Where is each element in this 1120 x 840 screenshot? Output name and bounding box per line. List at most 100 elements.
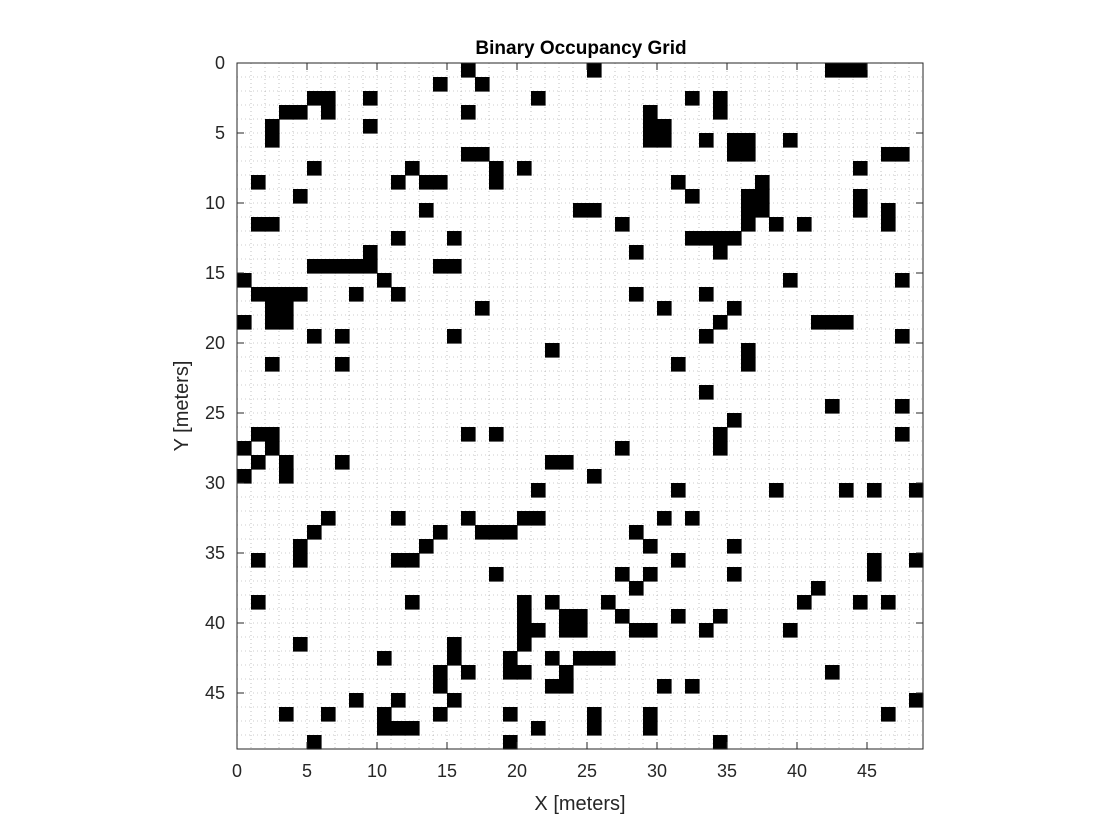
occupied-cell bbox=[293, 553, 308, 568]
occupied-cell bbox=[265, 357, 280, 372]
occupied-cell bbox=[517, 609, 532, 624]
occupied-cell bbox=[279, 455, 294, 470]
y-tick-label: 20 bbox=[205, 333, 225, 353]
occupied-cell bbox=[783, 623, 798, 638]
occupied-cell bbox=[657, 119, 672, 134]
occupied-cell bbox=[601, 651, 616, 666]
y-tick-label: 10 bbox=[205, 193, 225, 213]
occupied-cell bbox=[377, 707, 392, 722]
occupied-cell bbox=[265, 287, 280, 302]
occupied-cell bbox=[881, 203, 896, 218]
occupied-cell bbox=[643, 105, 658, 120]
occupied-cell bbox=[251, 217, 266, 232]
occupied-cell bbox=[531, 721, 546, 736]
occupied-cell bbox=[489, 525, 504, 540]
occupied-cell bbox=[657, 301, 672, 316]
occupied-cell bbox=[727, 567, 742, 582]
y-tick-label: 35 bbox=[205, 543, 225, 563]
x-tick-label: 15 bbox=[437, 761, 457, 781]
occupied-cells bbox=[237, 63, 924, 750]
occupied-cell bbox=[433, 665, 448, 680]
occupied-cell bbox=[741, 203, 756, 218]
occupied-cell bbox=[839, 63, 854, 78]
occupied-cell bbox=[251, 287, 266, 302]
x-tick-label: 10 bbox=[367, 761, 387, 781]
occupied-cell bbox=[237, 315, 252, 330]
occupied-cell bbox=[629, 525, 644, 540]
occupied-cell bbox=[629, 581, 644, 596]
occupied-cell bbox=[545, 343, 560, 358]
occupied-cell bbox=[265, 301, 280, 316]
occupied-cell bbox=[363, 245, 378, 260]
occupied-cell bbox=[895, 273, 910, 288]
occupied-cell bbox=[391, 553, 406, 568]
occupied-cell bbox=[825, 315, 840, 330]
occupied-cell bbox=[713, 231, 728, 246]
occupied-cell bbox=[643, 623, 658, 638]
occupied-cell bbox=[251, 553, 266, 568]
occupied-cell bbox=[447, 637, 462, 652]
occupied-cell bbox=[349, 693, 364, 708]
occupied-cell bbox=[699, 133, 714, 148]
occupied-cell bbox=[517, 511, 532, 526]
occupied-cell bbox=[909, 483, 924, 498]
occupied-cell bbox=[671, 553, 686, 568]
occupied-cell bbox=[657, 133, 672, 148]
occupied-cell bbox=[825, 665, 840, 680]
occupied-cell bbox=[391, 231, 406, 246]
occupied-cell bbox=[265, 441, 280, 456]
occupied-cell bbox=[685, 511, 700, 526]
occupied-cell bbox=[321, 91, 336, 106]
occupied-cell bbox=[433, 679, 448, 694]
occupied-cell bbox=[489, 567, 504, 582]
x-tick-label: 25 bbox=[577, 761, 597, 781]
occupied-cell bbox=[363, 119, 378, 134]
occupied-cell bbox=[713, 427, 728, 442]
occupied-cell bbox=[475, 147, 490, 162]
occupied-cell bbox=[503, 665, 518, 680]
occupied-cell bbox=[293, 539, 308, 554]
occupied-cell bbox=[657, 679, 672, 694]
occupied-cell bbox=[643, 567, 658, 582]
occupied-cell bbox=[335, 455, 350, 470]
occupied-cell bbox=[405, 595, 420, 610]
occupied-cell bbox=[503, 735, 518, 750]
occupied-cell bbox=[447, 259, 462, 274]
occupied-cell bbox=[769, 217, 784, 232]
occupied-cell bbox=[839, 483, 854, 498]
occupied-cell bbox=[433, 707, 448, 722]
occupied-cell bbox=[741, 343, 756, 358]
occupied-cell bbox=[349, 259, 364, 274]
occupied-cell bbox=[265, 119, 280, 134]
occupied-cell bbox=[433, 259, 448, 274]
occupied-cell bbox=[475, 525, 490, 540]
occupied-cell bbox=[713, 441, 728, 456]
occupied-cell bbox=[279, 105, 294, 120]
occupied-cell bbox=[531, 91, 546, 106]
occupied-cell bbox=[713, 245, 728, 260]
occupied-cell bbox=[545, 455, 560, 470]
occupied-cell bbox=[629, 623, 644, 638]
occupied-cell bbox=[447, 231, 462, 246]
occupied-cell bbox=[251, 427, 266, 442]
occupied-cell bbox=[685, 189, 700, 204]
occupied-cell bbox=[811, 581, 826, 596]
occupied-cell bbox=[881, 147, 896, 162]
occupied-cell bbox=[699, 329, 714, 344]
occupied-cell bbox=[545, 595, 560, 610]
occupied-cell bbox=[629, 245, 644, 260]
x-tick-label: 20 bbox=[507, 761, 527, 781]
occupied-cell bbox=[713, 735, 728, 750]
occupied-cell bbox=[587, 203, 602, 218]
occupied-cell bbox=[503, 707, 518, 722]
occupied-cell bbox=[433, 77, 448, 92]
occupied-cell bbox=[867, 483, 882, 498]
occupied-cell bbox=[517, 595, 532, 610]
occupied-cell bbox=[321, 511, 336, 526]
y-tick-label: 25 bbox=[205, 403, 225, 423]
occupied-cell bbox=[587, 63, 602, 78]
occupied-cell bbox=[391, 721, 406, 736]
occupied-cell bbox=[265, 133, 280, 148]
occupied-cell bbox=[825, 399, 840, 414]
